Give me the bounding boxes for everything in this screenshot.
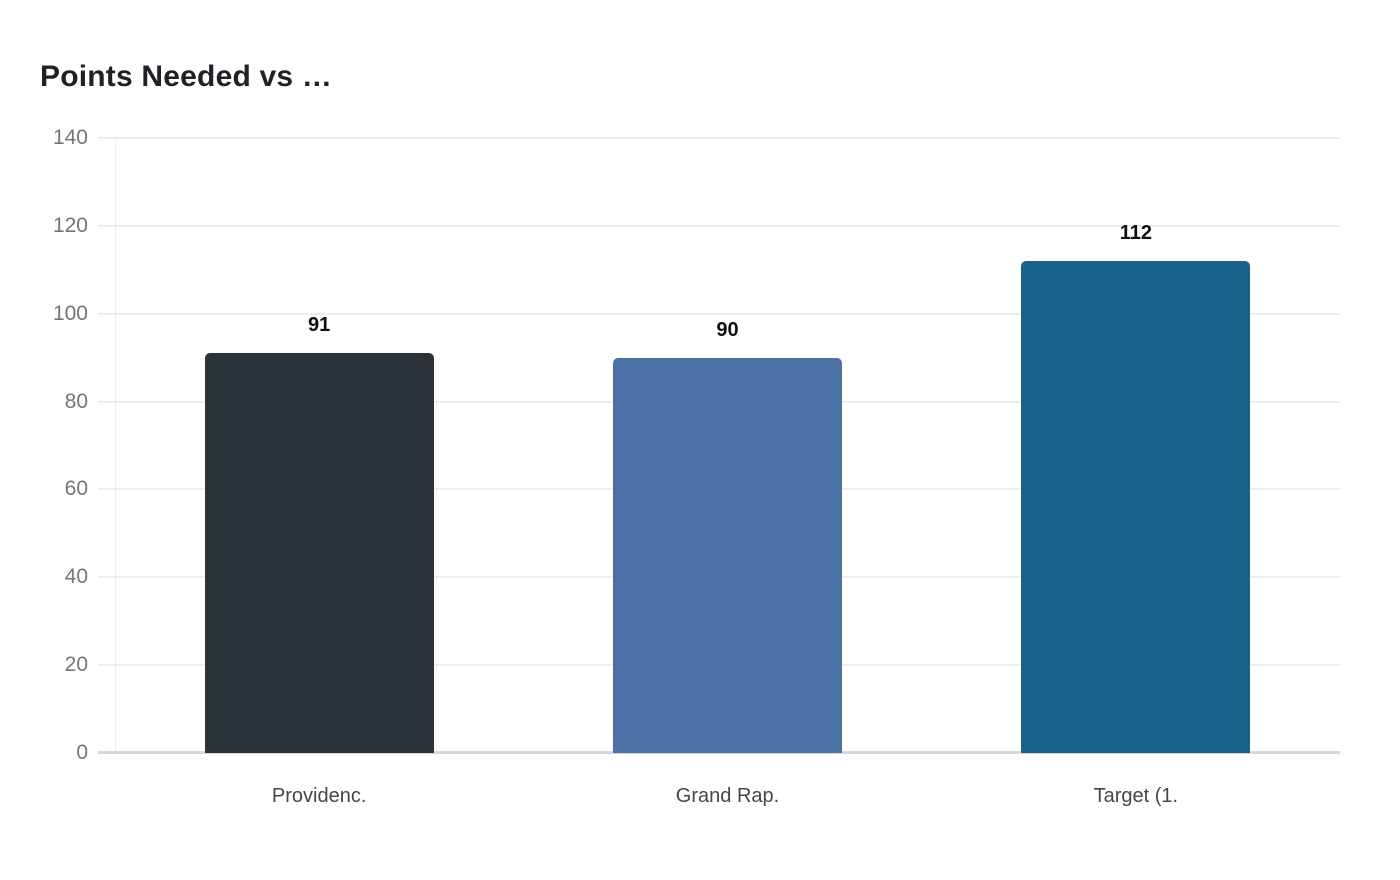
- y-axis-tick-label: 20: [64, 653, 88, 677]
- bar-value-label: 112: [1119, 222, 1152, 244]
- y-axis-tick-label: 120: [52, 213, 88, 237]
- bar-value-label: 91: [308, 314, 331, 337]
- bar-value-label: 90: [716, 318, 739, 341]
- bar[interactable]: [1021, 261, 1251, 753]
- chart-title: Points Needed vs …: [40, 60, 333, 93]
- y-axis-tick-label: 40: [64, 565, 88, 589]
- x-axis-category-label: Grand Rap.: [675, 785, 780, 807]
- bar[interactable]: [613, 357, 842, 753]
- y-axis-line: [115, 138, 116, 753]
- y-axis-tick-label: 0: [76, 741, 88, 764]
- y-axis-tick-label: 80: [64, 389, 88, 413]
- x-axis-category-label: Target (1.: [1093, 785, 1179, 807]
- x-axis-category-label: Providenc.: [271, 785, 367, 807]
- bar[interactable]: [204, 353, 434, 753]
- gridline: [98, 312, 1340, 315]
- y-axis-tick-label: 100: [52, 301, 88, 325]
- gridline: [98, 224, 1340, 227]
- gridline: [98, 137, 1340, 139]
- y-axis-tick-label: 140: [52, 126, 88, 149]
- y-axis-tick-label: 60: [64, 477, 88, 501]
